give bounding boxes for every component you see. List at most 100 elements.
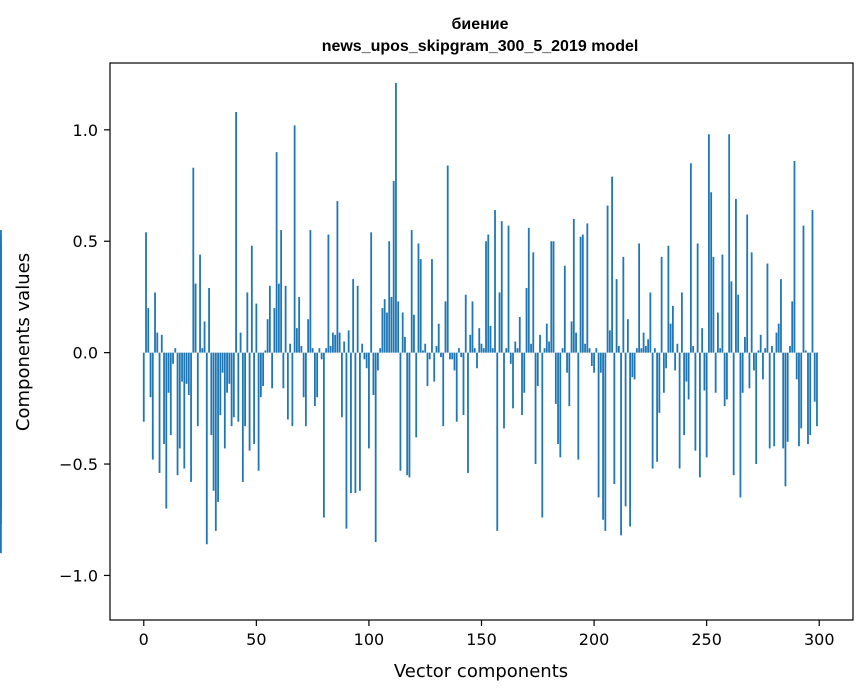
y-axis-ticks: −1.0 −0.5 0.0 0.5 1.0 bbox=[59, 121, 110, 585]
bar bbox=[653, 348, 656, 353]
bar bbox=[782, 352, 785, 449]
bar bbox=[291, 352, 294, 427]
bar bbox=[368, 352, 370, 449]
bar bbox=[401, 312, 404, 353]
bar bbox=[503, 352, 505, 429]
bar bbox=[478, 328, 481, 353]
y-tick-label: 0.5 bbox=[73, 232, 98, 251]
bar bbox=[284, 285, 287, 353]
bar bbox=[768, 352, 771, 449]
bar bbox=[392, 181, 395, 353]
bar bbox=[370, 232, 373, 353]
bar bbox=[259, 352, 262, 398]
bar bbox=[676, 343, 679, 353]
bar bbox=[257, 352, 260, 471]
bar bbox=[638, 243, 641, 353]
bar bbox=[561, 348, 564, 353]
bar bbox=[181, 352, 183, 382]
bar bbox=[732, 352, 735, 476]
bar bbox=[433, 352, 436, 382]
bar bbox=[352, 279, 355, 353]
bar bbox=[809, 352, 812, 436]
bar bbox=[505, 348, 508, 353]
bar bbox=[816, 352, 818, 427]
bar bbox=[264, 350, 267, 353]
bar bbox=[329, 345, 332, 353]
bar bbox=[485, 241, 487, 353]
bar bbox=[771, 345, 773, 353]
bar bbox=[640, 348, 643, 353]
bar bbox=[680, 292, 683, 353]
bar bbox=[223, 352, 226, 449]
bar bbox=[611, 176, 613, 353]
bar bbox=[730, 281, 733, 353]
bar bbox=[512, 352, 514, 409]
bar bbox=[253, 352, 255, 444]
bar bbox=[656, 352, 659, 462]
bar bbox=[332, 332, 334, 353]
bar bbox=[386, 312, 388, 353]
bar bbox=[334, 334, 337, 353]
bar bbox=[635, 348, 638, 353]
bar bbox=[660, 256, 663, 353]
bar bbox=[658, 352, 661, 413]
bar bbox=[631, 352, 634, 378]
bar bbox=[325, 348, 328, 353]
y-tick-label: −1.0 bbox=[59, 566, 98, 585]
bar bbox=[710, 192, 713, 353]
bar bbox=[156, 332, 159, 353]
y-axis-label: Components values bbox=[13, 253, 34, 431]
bar bbox=[151, 352, 154, 460]
bar bbox=[0, 352, 2, 554]
bar bbox=[800, 352, 803, 429]
bar bbox=[413, 314, 415, 353]
bar bbox=[307, 319, 310, 353]
bar bbox=[584, 343, 586, 353]
bar bbox=[192, 167, 195, 353]
bar bbox=[262, 352, 264, 387]
bar bbox=[462, 352, 465, 416]
bar bbox=[237, 352, 240, 422]
bar bbox=[534, 352, 537, 465]
bar bbox=[277, 283, 280, 353]
bar bbox=[347, 330, 350, 353]
x-tick-label: 250 bbox=[691, 630, 722, 649]
bar bbox=[455, 352, 458, 422]
bar bbox=[593, 352, 595, 373]
bar bbox=[755, 352, 758, 465]
x-tick-label: 0 bbox=[139, 630, 149, 649]
bar bbox=[286, 352, 289, 420]
bar bbox=[705, 352, 708, 458]
x-tick-label: 150 bbox=[466, 630, 497, 649]
bar bbox=[496, 352, 499, 531]
x-tick-label: 200 bbox=[579, 630, 610, 649]
bar bbox=[687, 352, 690, 400]
bar bbox=[608, 330, 611, 353]
bar bbox=[377, 352, 379, 371]
bar bbox=[525, 288, 528, 353]
bar bbox=[523, 352, 526, 393]
bar bbox=[160, 334, 163, 353]
bar bbox=[183, 352, 186, 469]
bar bbox=[327, 234, 330, 353]
bar bbox=[798, 352, 800, 447]
bar bbox=[208, 288, 210, 353]
bar bbox=[766, 263, 769, 353]
bar bbox=[343, 341, 346, 353]
bar bbox=[793, 161, 796, 353]
x-tick-label: 300 bbox=[804, 630, 835, 649]
bar bbox=[813, 352, 816, 402]
bar bbox=[507, 225, 510, 353]
bar bbox=[723, 352, 726, 407]
bar bbox=[683, 352, 686, 436]
bar bbox=[174, 348, 177, 353]
bar bbox=[620, 352, 622, 536]
bar bbox=[728, 134, 731, 353]
bar bbox=[350, 352, 352, 493]
bar bbox=[721, 254, 724, 353]
bar bbox=[739, 352, 742, 498]
bar bbox=[802, 225, 805, 353]
bar bbox=[473, 348, 476, 353]
bar bbox=[280, 230, 283, 353]
bar bbox=[201, 348, 204, 353]
